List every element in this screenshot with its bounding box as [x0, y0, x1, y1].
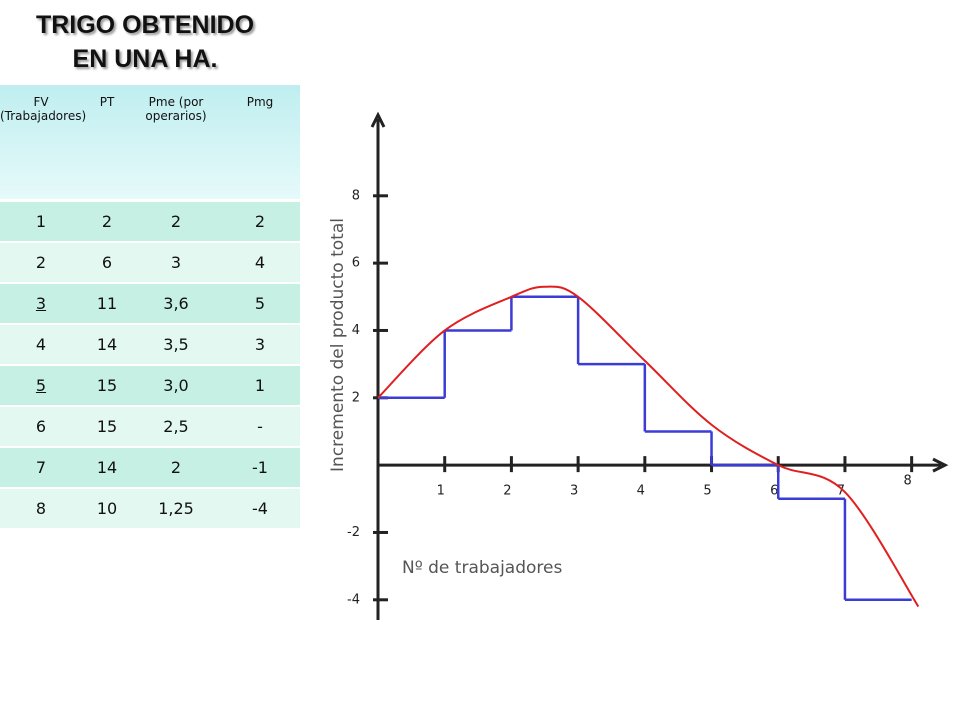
header-cell: PT	[82, 85, 132, 202]
table-cell: 6	[0, 406, 82, 448]
table-body: 1 2 2 2 2 6 3 4 3 11 3,6 5 4 14 3,5 3 5 15 3,0 1 6 15 2,5-7 14 2…	[0, 200, 300, 530]
table-cell: 3	[220, 324, 300, 366]
x-axis-arrow	[932, 457, 949, 473]
table-cell: 4	[0, 324, 82, 366]
table-cell: 1,25	[132, 488, 220, 530]
header-cell: FV (Trabajadores)	[0, 85, 86, 202]
table-cell: 2	[0, 242, 82, 284]
data-table: FV (Trabajadores) PT Pme (por operarios) Pm…	[0, 85, 300, 530]
x-tick-label: 3	[570, 484, 578, 499]
title: TRIGO OBTENIDO EN UNA HA.	[0, 8, 290, 76]
table-cell: -1	[220, 447, 300, 489]
header-row: FV (Trabajadores) PT Pme (por operarios) Pm…	[0, 85, 300, 202]
table-row: 8 10 1,25 -4	[0, 488, 300, 530]
title-line: EN UNA HA.	[72, 45, 218, 73]
table-cell: 2	[132, 200, 220, 243]
table-cell: 8	[0, 488, 82, 530]
table-cell: 3,6	[132, 283, 220, 325]
table-cell: 15	[82, 406, 132, 448]
x-tick-label: 6	[770, 484, 778, 499]
table-cell: 3,0	[132, 365, 220, 407]
table-cell: 1	[0, 200, 82, 243]
curve	[377, 285, 920, 608]
table-row: 6 15 2,5-	[0, 406, 300, 448]
table-cell: -4	[220, 488, 300, 530]
table-cell: 6	[82, 242, 132, 284]
header-cell: Pmg	[220, 85, 300, 202]
x-tick-label: 7	[837, 484, 845, 499]
table-row: 4 14 3,5 3	[0, 324, 300, 366]
table-cell: 3	[132, 242, 220, 284]
table-cell: 2	[132, 447, 220, 489]
header-cell: Pme (por operarios)	[132, 85, 220, 202]
x-tick-label: 8	[904, 474, 912, 489]
title-line: TRIGO OBTENIDO	[35, 11, 255, 39]
y-tick-label: 2	[352, 390, 360, 405]
y-tick-label: -2	[347, 525, 360, 540]
table-cell: 14	[82, 447, 132, 489]
y-axis-label: Incremento del producto total	[328, 218, 348, 472]
x-axis-label: Nº de trabajadores	[402, 558, 562, 578]
y-tick-label: 6	[352, 256, 360, 271]
table-cell: 4	[220, 242, 300, 284]
y-tick-label: -4	[347, 592, 360, 607]
x-tick-label: 5	[703, 484, 711, 499]
table-row: 5 15 3,0 1	[0, 365, 300, 407]
table-cell: 1	[220, 365, 300, 407]
table-row: 3 11 3,6 5	[0, 283, 300, 325]
table-cell: 10	[82, 488, 132, 530]
table-cell: -	[220, 406, 300, 448]
table-cell: 15	[82, 365, 132, 407]
table-cell: 3,5	[132, 324, 220, 366]
y-tick-label: 8	[352, 188, 360, 203]
table-cell: 11	[82, 283, 132, 325]
table-cell: 2	[220, 200, 300, 243]
table-cell: 2	[82, 200, 132, 243]
x-tick-label: 2	[503, 484, 511, 499]
y-axis-arrow	[370, 111, 386, 128]
table-row: 7 14 2 -1	[0, 447, 300, 489]
x-tick-label: 4	[637, 484, 645, 499]
table-cell: 5	[220, 283, 300, 325]
table-cell: 3	[0, 283, 82, 325]
table-cell: 14	[82, 324, 132, 366]
table-cell: 5	[0, 365, 82, 407]
y-tick-label: 4	[352, 323, 360, 338]
table-cell: 7	[0, 447, 82, 489]
x-tick-label: 1	[437, 484, 445, 499]
table-cell: 2,5	[132, 406, 220, 448]
